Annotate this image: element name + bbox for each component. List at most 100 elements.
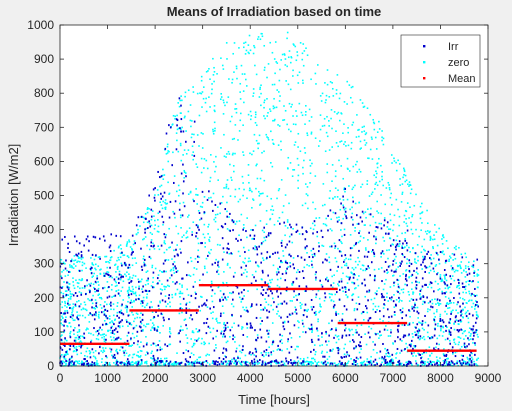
data-point	[306, 134, 309, 137]
data-point	[282, 250, 284, 252]
data-point	[205, 360, 208, 363]
data-point	[113, 319, 116, 321]
data-point	[418, 235, 420, 238]
data-point	[95, 312, 97, 315]
data-point	[246, 236, 248, 239]
data-point	[274, 118, 276, 121]
data-point	[418, 321, 421, 324]
data-point	[286, 348, 289, 350]
data-point	[81, 363, 84, 366]
data-point	[402, 247, 405, 249]
data-point	[194, 297, 197, 300]
data-point	[120, 304, 123, 307]
data-point	[162, 361, 164, 364]
data-point	[263, 66, 266, 69]
data-point	[245, 85, 248, 87]
data-point	[78, 341, 81, 344]
data-point	[376, 166, 379, 169]
data-point	[355, 329, 357, 331]
data-point	[117, 364, 119, 367]
data-point	[332, 307, 335, 309]
data-point	[276, 290, 278, 293]
data-point	[397, 266, 400, 268]
data-point	[169, 305, 171, 308]
data-point	[310, 360, 313, 363]
data-point	[346, 295, 349, 298]
data-point	[265, 340, 268, 343]
data-point	[137, 278, 140, 281]
data-point	[410, 275, 413, 277]
data-point	[145, 362, 148, 365]
data-point	[233, 42, 236, 44]
data-point	[267, 274, 269, 277]
data-point	[219, 322, 221, 324]
data-point	[229, 362, 231, 365]
data-point	[426, 266, 429, 269]
y-tick-label: 0	[47, 359, 54, 373]
data-point	[193, 342, 195, 345]
data-point	[349, 96, 352, 99]
data-point	[169, 277, 171, 279]
data-point	[345, 327, 347, 330]
data-point	[220, 57, 222, 59]
data-point	[155, 344, 157, 347]
data-point	[461, 332, 464, 335]
data-point	[314, 137, 317, 139]
data-point	[290, 359, 292, 362]
data-point	[337, 145, 339, 148]
data-point	[310, 249, 313, 252]
data-point	[367, 331, 370, 334]
data-point	[278, 315, 281, 317]
data-point	[375, 242, 377, 245]
data-point	[193, 154, 196, 157]
data-point	[299, 362, 301, 364]
data-point	[388, 361, 391, 364]
data-point	[395, 239, 398, 242]
data-point	[109, 259, 111, 262]
data-point	[390, 269, 393, 272]
data-point	[193, 342, 196, 345]
data-point	[211, 83, 213, 85]
data-point	[97, 289, 100, 292]
data-point	[474, 344, 477, 346]
data-point	[222, 283, 225, 285]
data-point	[439, 299, 441, 302]
data-point	[373, 364, 375, 366]
data-point	[176, 128, 179, 131]
data-point	[353, 360, 355, 363]
data-point	[413, 352, 415, 354]
data-point	[392, 263, 394, 266]
data-point	[106, 281, 109, 283]
data-point	[427, 302, 430, 304]
data-point	[475, 329, 478, 332]
data-point	[79, 287, 81, 290]
data-point	[81, 287, 84, 289]
data-point	[475, 363, 477, 365]
data-point	[92, 351, 95, 354]
data-point	[239, 91, 241, 93]
data-point	[235, 363, 237, 366]
data-point	[256, 253, 259, 256]
data-point	[392, 229, 394, 232]
data-point	[232, 338, 234, 341]
data-point	[398, 292, 401, 295]
data-point	[345, 294, 347, 296]
data-point	[171, 362, 174, 365]
data-point	[122, 254, 125, 257]
data-point	[390, 154, 393, 156]
data-point	[239, 350, 241, 353]
data-point	[248, 189, 251, 192]
data-point	[301, 226, 304, 229]
data-point	[167, 259, 170, 261]
data-point	[470, 299, 473, 302]
data-point	[476, 329, 478, 332]
data-point	[285, 360, 288, 363]
data-point	[364, 305, 367, 308]
data-point	[442, 331, 445, 333]
data-point	[66, 286, 69, 289]
data-point	[109, 329, 112, 332]
data-point	[235, 107, 238, 110]
data-point	[449, 255, 451, 258]
data-point	[323, 299, 326, 302]
data-point	[59, 347, 62, 350]
